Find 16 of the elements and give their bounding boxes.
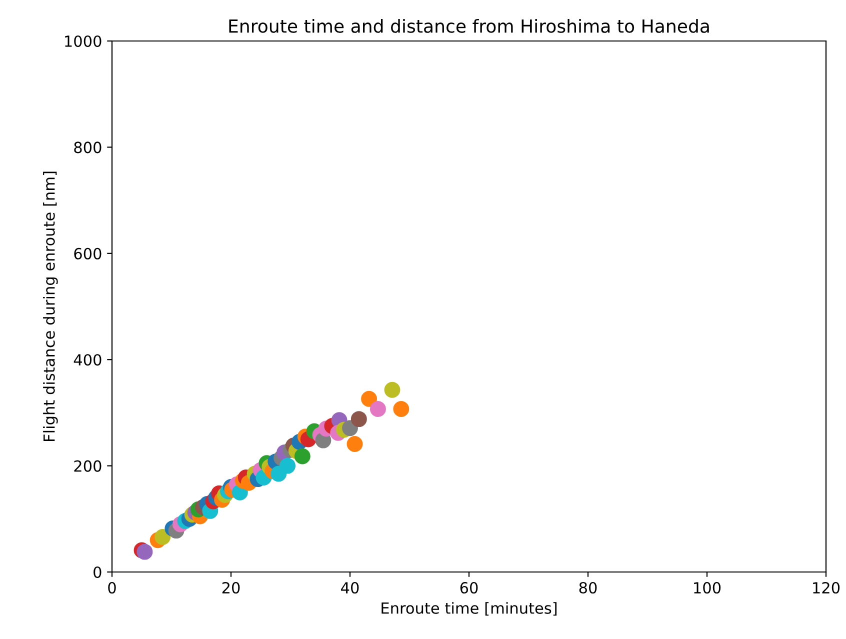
x-axis-title: Enroute time [minutes] [382, 602, 557, 616]
x-tick-label: 20 [222, 582, 240, 594]
x-tick-label: 0 [108, 582, 116, 594]
y-tick-label: 200 [74, 460, 102, 472]
y-tick-label: 800 [74, 142, 102, 154]
y-tick-label: 0 [94, 566, 102, 578]
x-tick-label: 100 [694, 582, 721, 594]
y-tick-label: 600 [74, 248, 102, 260]
x-tick-label: 60 [460, 582, 478, 594]
x-tick-label: 120 [813, 582, 840, 594]
x-tick-label: 80 [579, 582, 597, 594]
y-tick-label: 400 [74, 354, 102, 366]
x-tick-label: 40 [341, 582, 359, 594]
y-axis-title: Flight distance during enroute [nm] [43, 172, 58, 442]
chart-title: Enroute time and distance from Hiroshima to Haneda [229, 18, 709, 33]
y-tick-label: 1000 [65, 35, 102, 48]
